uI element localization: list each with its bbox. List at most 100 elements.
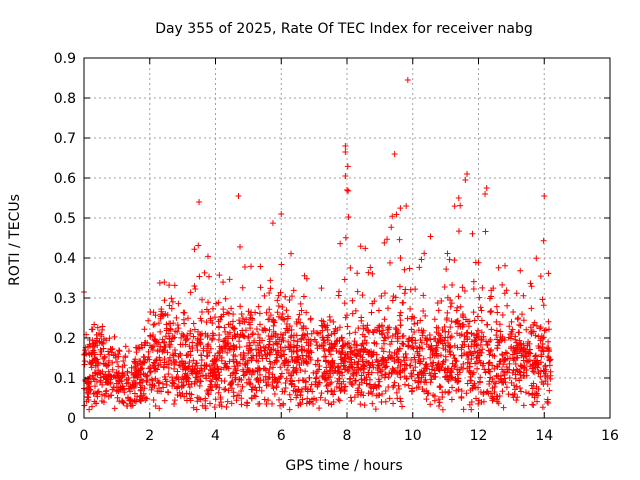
data-point bbox=[509, 369, 516, 376]
data-point bbox=[427, 336, 434, 343]
data-point bbox=[120, 358, 127, 365]
data-point bbox=[240, 349, 247, 356]
data-point bbox=[141, 326, 148, 333]
data-point bbox=[469, 230, 476, 237]
data-point bbox=[394, 335, 401, 342]
data-point bbox=[92, 370, 99, 377]
data-point bbox=[512, 386, 519, 393]
data-point bbox=[536, 345, 543, 352]
data-point bbox=[312, 381, 319, 388]
data-point bbox=[287, 341, 294, 348]
data-point bbox=[519, 311, 526, 318]
data-point bbox=[98, 348, 105, 355]
data-point bbox=[347, 264, 354, 271]
data-point bbox=[249, 367, 256, 374]
data-point bbox=[183, 337, 190, 344]
data-point bbox=[231, 324, 238, 331]
data-point bbox=[484, 321, 491, 328]
data-point bbox=[443, 266, 450, 273]
data-point bbox=[277, 344, 284, 351]
data-point bbox=[500, 369, 507, 376]
data-point bbox=[183, 390, 190, 397]
data-point bbox=[355, 360, 362, 367]
data-point bbox=[220, 306, 227, 313]
data-point bbox=[399, 340, 406, 347]
data-point bbox=[447, 343, 454, 350]
data-point bbox=[482, 369, 489, 376]
data-point bbox=[547, 375, 554, 382]
data-point bbox=[209, 330, 216, 337]
data-point bbox=[340, 363, 347, 370]
data-point bbox=[416, 375, 423, 382]
data-point bbox=[93, 378, 100, 385]
data-point bbox=[161, 397, 168, 404]
data-point bbox=[517, 348, 524, 355]
data-point bbox=[163, 381, 170, 388]
data-point bbox=[158, 308, 165, 315]
data-point bbox=[248, 263, 255, 270]
data-point bbox=[442, 388, 449, 395]
data-point bbox=[280, 332, 287, 339]
data-point bbox=[407, 362, 414, 369]
data-point bbox=[499, 388, 506, 395]
data-point bbox=[544, 398, 551, 405]
data-point bbox=[226, 276, 233, 283]
data-point bbox=[459, 284, 466, 291]
data-point bbox=[84, 389, 91, 396]
data-point bbox=[109, 366, 116, 373]
data-point bbox=[485, 368, 492, 375]
data-point bbox=[516, 329, 523, 336]
data-point bbox=[116, 377, 123, 384]
data-point bbox=[293, 358, 300, 365]
data-point bbox=[224, 398, 231, 405]
data-point bbox=[524, 342, 531, 349]
data-point bbox=[81, 358, 88, 365]
data-point bbox=[106, 335, 113, 342]
data-point bbox=[234, 362, 241, 369]
data-point bbox=[540, 334, 547, 341]
data-point bbox=[91, 321, 98, 328]
data-point bbox=[294, 338, 301, 345]
data-point bbox=[300, 293, 307, 300]
data-point bbox=[232, 365, 239, 372]
data-point bbox=[533, 390, 540, 397]
data-point bbox=[209, 335, 216, 342]
data-point bbox=[216, 272, 223, 279]
data-point bbox=[535, 386, 542, 393]
data-point bbox=[386, 395, 393, 402]
data-point bbox=[478, 307, 485, 314]
data-point bbox=[230, 356, 237, 363]
data-point bbox=[396, 236, 403, 243]
data-point bbox=[237, 303, 244, 310]
data-point bbox=[88, 364, 95, 371]
data-point bbox=[540, 237, 547, 244]
data-point bbox=[180, 375, 187, 382]
data-point bbox=[274, 341, 281, 348]
x-tick-label: 12 bbox=[470, 428, 488, 444]
data-point bbox=[405, 382, 412, 389]
data-point bbox=[227, 382, 234, 389]
data-point bbox=[202, 330, 209, 337]
data-point bbox=[171, 365, 178, 372]
data-point bbox=[245, 319, 252, 326]
data-point bbox=[352, 329, 359, 336]
data-point bbox=[252, 393, 259, 400]
data-point bbox=[214, 355, 221, 362]
data-point bbox=[138, 397, 145, 404]
data-point bbox=[365, 269, 372, 276]
data-point bbox=[214, 366, 221, 373]
data-point bbox=[458, 346, 465, 353]
data-point bbox=[493, 318, 500, 325]
data-point bbox=[133, 349, 140, 356]
data-point bbox=[197, 396, 204, 403]
data-point bbox=[489, 385, 496, 392]
data-point bbox=[159, 311, 166, 318]
data-point bbox=[316, 362, 323, 369]
data-point bbox=[508, 318, 515, 325]
data-point bbox=[262, 327, 269, 334]
data-point bbox=[541, 193, 548, 199]
data-point bbox=[372, 381, 379, 388]
data-point bbox=[502, 262, 509, 269]
data-point bbox=[418, 256, 425, 263]
data-point bbox=[328, 387, 335, 394]
